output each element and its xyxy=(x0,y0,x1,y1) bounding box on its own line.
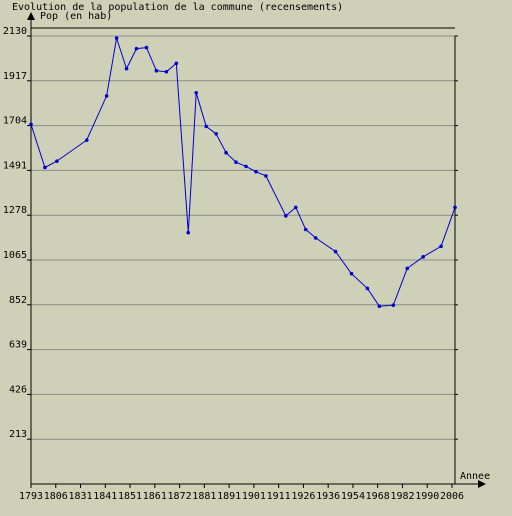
x-tick-label: 1954 xyxy=(341,491,365,502)
grid-lines xyxy=(31,35,455,440)
data-point xyxy=(43,165,47,170)
data-point xyxy=(254,169,258,174)
data-point xyxy=(224,150,228,155)
data-point xyxy=(144,45,149,50)
y-tick-label: 426 xyxy=(9,384,27,395)
data-point xyxy=(186,230,191,235)
y-tick-label: 1704 xyxy=(3,116,27,127)
x-tick-label: 1872 xyxy=(168,491,192,502)
axes xyxy=(27,12,486,488)
series-layer xyxy=(29,36,457,309)
data-point xyxy=(405,266,410,271)
x-tick-label: 1793 xyxy=(19,491,43,502)
series-line xyxy=(30,37,456,307)
data-point xyxy=(421,255,425,259)
y-axis-label: Pop (en hab) xyxy=(40,11,112,22)
data-point xyxy=(377,304,382,309)
data-point xyxy=(333,249,338,254)
data-point xyxy=(124,66,129,71)
data-point xyxy=(164,69,169,74)
data-point xyxy=(154,68,159,73)
data-point xyxy=(303,227,308,232)
y-axis-arrow xyxy=(27,12,35,20)
x-tick-label: 1851 xyxy=(118,491,142,502)
data-point xyxy=(214,132,218,136)
x-tick-label: 2006 xyxy=(440,491,464,502)
y-tick-label: 2130 xyxy=(3,26,27,37)
data-point xyxy=(439,244,443,249)
data-point xyxy=(234,160,238,164)
chart-title: Evolution de la population de la commune… xyxy=(12,2,343,13)
y-tick-label: 213 xyxy=(9,429,27,440)
y-tick-label: 1278 xyxy=(3,205,27,216)
x-tick-label: 1881 xyxy=(192,491,216,502)
tick-labels: 213 426 639 852 1065 1278 1491 1704 1917 2130 1793… xyxy=(3,26,464,502)
data-point xyxy=(55,159,59,163)
x-tick-label: 1901 xyxy=(242,491,266,502)
data-point xyxy=(244,164,248,169)
data-point xyxy=(29,122,33,127)
y-tick-label: 639 xyxy=(9,340,27,351)
x-tick-label: 1891 xyxy=(217,491,241,502)
x-tick-label: 1936 xyxy=(316,491,340,502)
y-tick-label: 852 xyxy=(9,295,27,306)
x-tick-label: 1806 xyxy=(44,491,68,502)
x-tick-label: 1926 xyxy=(291,491,315,502)
y-tick-label: 1065 xyxy=(3,250,27,261)
data-point xyxy=(104,94,109,98)
y-tick-label: 1491 xyxy=(3,160,27,171)
data-point xyxy=(194,90,199,95)
data-point xyxy=(134,46,139,51)
data-point xyxy=(453,205,457,210)
data-point xyxy=(391,303,396,308)
x-tick-label: 1968 xyxy=(366,491,390,502)
data-point xyxy=(174,61,179,66)
data-point xyxy=(293,205,298,210)
data-point xyxy=(114,36,119,40)
x-tick-label: 1990 xyxy=(415,491,439,502)
x-tick-label: 1911 xyxy=(267,491,291,502)
x-axis-label: Annee xyxy=(460,471,490,482)
x-tick-label: 1982 xyxy=(390,491,414,502)
data-point xyxy=(84,138,89,142)
data-point xyxy=(365,286,370,291)
data-point xyxy=(264,174,268,178)
data-point xyxy=(313,236,318,240)
data-point xyxy=(349,271,354,276)
data-point xyxy=(283,214,288,218)
x-tick-label: 1831 xyxy=(68,491,92,502)
y-tick-label: 1917 xyxy=(3,71,27,82)
x-tick-label: 1861 xyxy=(143,491,167,502)
x-axis-arrow xyxy=(478,480,486,488)
data-point xyxy=(204,124,208,129)
x-tick-label: 1841 xyxy=(93,491,117,502)
